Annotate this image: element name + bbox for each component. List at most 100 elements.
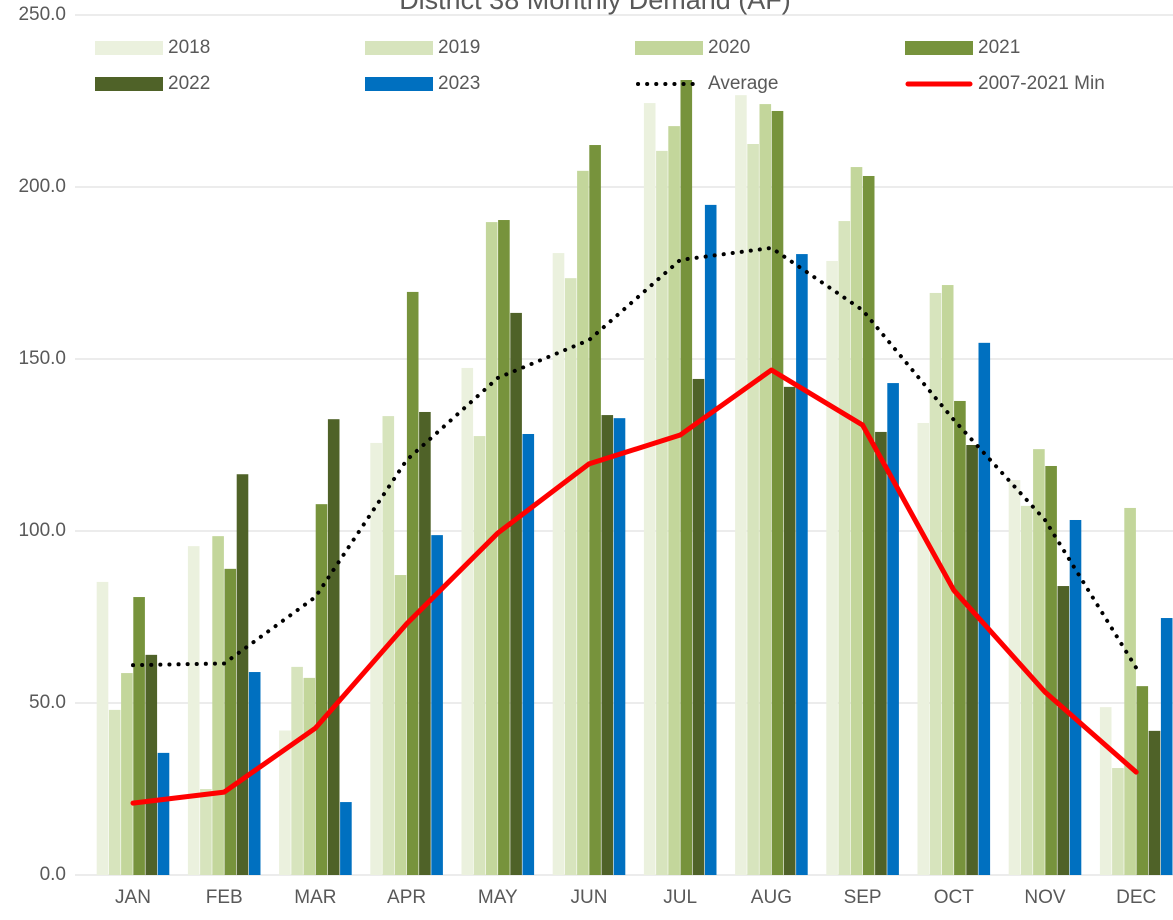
- bar: [419, 411, 431, 875]
- bar: [1020, 505, 1033, 875]
- bar: [461, 367, 474, 875]
- bar: [887, 383, 899, 875]
- bar: [315, 504, 328, 875]
- x-tick-label: SEP: [844, 887, 882, 908]
- bar: [224, 568, 237, 875]
- bar: [1099, 707, 1112, 875]
- bar: [394, 575, 407, 875]
- bar: [850, 167, 863, 876]
- bar: [978, 342, 991, 875]
- bar: [826, 260, 838, 876]
- bar: [108, 709, 121, 875]
- bar: [917, 422, 930, 875]
- bar: [613, 418, 626, 875]
- x-tick-label: OCT: [934, 887, 975, 908]
- legend-label: 2022: [168, 73, 210, 94]
- bar: [747, 144, 759, 875]
- line: [130, 367, 1139, 806]
- y-tick-label: 150.0: [18, 348, 66, 369]
- x-tick-label: APR: [387, 887, 426, 908]
- x-tick-label: JUN: [571, 887, 608, 908]
- bar: [771, 110, 784, 875]
- bar: [236, 474, 249, 875]
- bar: [340, 802, 352, 875]
- bar: [200, 789, 212, 875]
- x-tick-label: NOV: [1024, 887, 1066, 908]
- bar: [485, 222, 498, 875]
- bar: [577, 170, 589, 875]
- bar: [862, 175, 875, 875]
- y-tick-label: 250.0: [18, 4, 66, 25]
- bar: [212, 536, 224, 875]
- x-tick-label: FEB: [206, 887, 243, 908]
- bar: [552, 253, 565, 876]
- bar: [1045, 465, 1057, 875]
- bar: [145, 654, 158, 875]
- bar: [564, 278, 577, 875]
- bar: [1160, 618, 1173, 875]
- bar: [954, 400, 966, 875]
- bar: [157, 752, 170, 875]
- bar: [133, 597, 145, 875]
- bar: [704, 204, 717, 875]
- bar: [498, 220, 510, 876]
- bar: [668, 126, 680, 875]
- legend-swatch: [95, 77, 163, 91]
- bar: [279, 730, 291, 875]
- bar: [473, 436, 486, 875]
- chart-title: District 38 Monthly Demand (AF): [399, 0, 791, 15]
- bar: [838, 221, 851, 875]
- bar: [291, 666, 303, 875]
- bar: [1008, 480, 1021, 875]
- bar: [187, 546, 200, 875]
- bar: [406, 291, 419, 875]
- x-tick-label: MAY: [478, 887, 518, 908]
- bar: [680, 80, 693, 876]
- x-tick-label: MAR: [294, 887, 336, 908]
- x-tick-label: AUG: [751, 887, 792, 908]
- legend-label: 2019: [438, 37, 480, 58]
- legend-swatch: [635, 41, 703, 55]
- bar: [759, 104, 772, 875]
- bar: [589, 145, 601, 876]
- legend-label: 2007-2021 Min: [978, 73, 1105, 94]
- bar: [966, 445, 978, 875]
- legend-swatch: [365, 41, 433, 55]
- bar: [1136, 686, 1149, 875]
- bar: [783, 386, 796, 875]
- bar: [643, 103, 656, 875]
- bar: [522, 433, 535, 875]
- legend-swatch: [365, 77, 433, 91]
- legend-label: 2023: [438, 73, 480, 94]
- bar: [875, 431, 887, 875]
- legend-swatch: [905, 41, 973, 55]
- bar: [601, 415, 614, 875]
- bar: [327, 419, 340, 875]
- legend-label: 2020: [708, 37, 750, 58]
- bar: [510, 312, 522, 875]
- bar: [796, 254, 808, 875]
- bar: [1112, 768, 1124, 875]
- bar: [121, 673, 133, 875]
- x-tick-label: JAN: [115, 887, 151, 908]
- legend-label: 2018: [168, 37, 210, 58]
- bar: [1124, 507, 1136, 875]
- y-tick-label: 0.0: [40, 864, 66, 885]
- y-tick-label: 200.0: [18, 176, 66, 197]
- bar: [1148, 730, 1161, 875]
- bar: [692, 378, 705, 875]
- legend-label: 2021: [978, 37, 1020, 58]
- bar: [656, 150, 668, 875]
- bar: [1069, 519, 1082, 875]
- bar: [929, 292, 942, 875]
- x-tick-label: JUL: [663, 887, 697, 908]
- bar: [303, 677, 316, 875]
- legend-label: Average: [708, 73, 778, 94]
- y-tick-label: 100.0: [18, 520, 66, 541]
- bar: [1033, 449, 1045, 875]
- y-tick-label: 50.0: [29, 692, 66, 713]
- bar: [96, 581, 109, 875]
- bar: [1057, 586, 1070, 875]
